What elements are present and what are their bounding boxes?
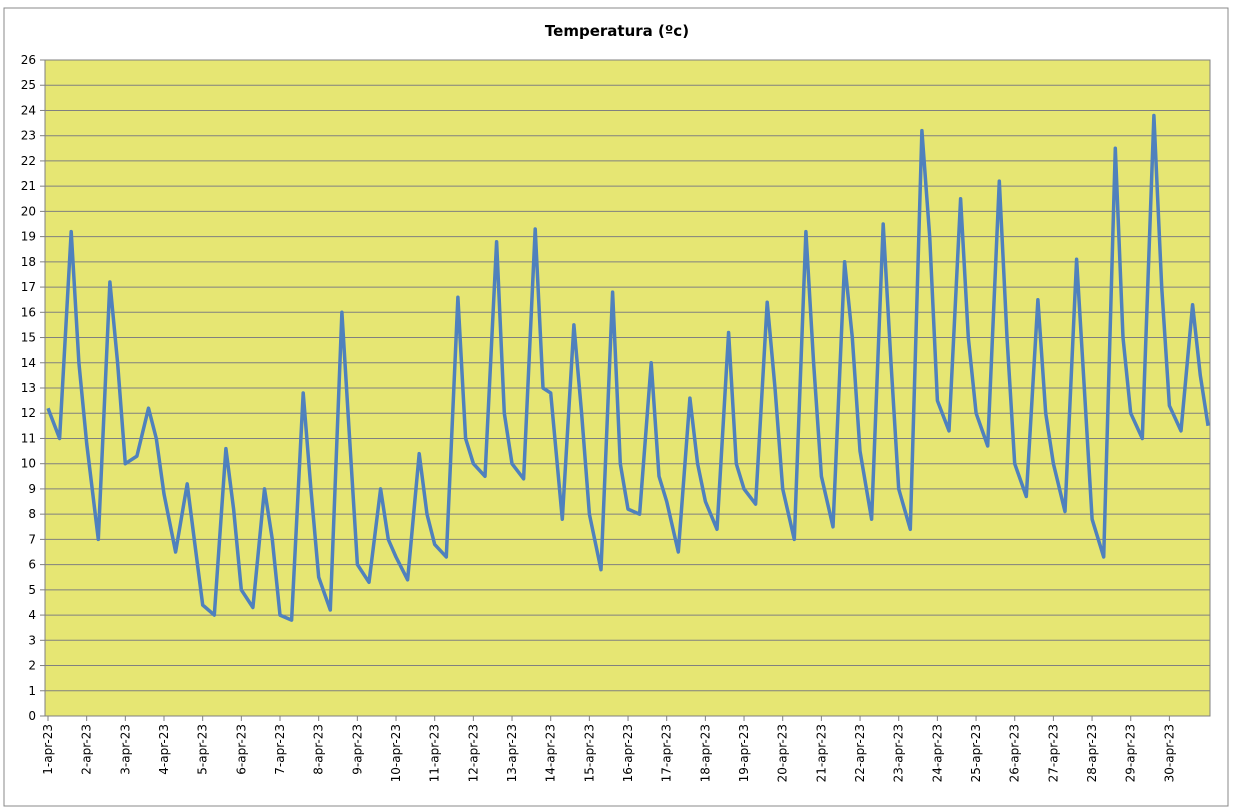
x-tick-label: 23-apr-23 (892, 724, 906, 782)
y-tick-label: 23 (21, 129, 36, 143)
y-tick-label: 24 (21, 103, 36, 117)
y-tick-label: 2 (28, 659, 36, 673)
y-tick-label: 6 (28, 558, 36, 572)
y-tick-label: 0 (28, 709, 36, 723)
x-tick-label: 3-apr-23 (118, 724, 132, 775)
x-tick-label: 14-apr-23 (544, 724, 558, 782)
x-tick-label: 8-apr-23 (312, 724, 326, 775)
y-tick-label: 10 (21, 457, 36, 471)
x-tick-label: 20-apr-23 (776, 724, 790, 782)
x-tick-label: 11-apr-23 (428, 724, 442, 782)
x-tick-label: 27-apr-23 (1046, 724, 1060, 782)
y-tick-label: 1 (28, 684, 36, 698)
x-tick-label: 26-apr-23 (1008, 724, 1022, 782)
data-line (46, 113, 1210, 622)
y-tick-label: 22 (21, 154, 36, 168)
y-tick-label: 15 (21, 331, 36, 345)
x-tick-label: 29-apr-23 (1124, 724, 1138, 782)
chart-title: Temperatura (ºc) (545, 22, 689, 40)
x-tick-label: 19-apr-23 (737, 724, 751, 782)
x-tick-label: 22-apr-23 (853, 724, 867, 782)
x-tick-label: 13-apr-23 (505, 724, 519, 782)
y-tick-label: 18 (21, 255, 36, 269)
x-tick-label: 28-apr-23 (1085, 724, 1099, 782)
x-tick-label: 16-apr-23 (621, 724, 635, 782)
y-tick-label: 16 (21, 305, 36, 319)
y-tick-label: 7 (28, 532, 36, 546)
y-tick-label: 11 (21, 431, 36, 445)
y-tick-label: 12 (21, 406, 36, 420)
x-tick-label: 7-apr-23 (273, 724, 287, 775)
x-tick-label: 30-apr-23 (1162, 724, 1176, 782)
y-tick-label: 9 (28, 482, 36, 496)
y-tick-label: 17 (21, 280, 36, 294)
y-tick-label: 26 (21, 53, 36, 67)
x-tick-label: 9-apr-23 (350, 724, 364, 775)
y-tick-label: 21 (21, 179, 36, 193)
x-tick-label: 2-apr-23 (80, 724, 94, 775)
x-tick-label: 18-apr-23 (698, 724, 712, 782)
x-tick-label: 6-apr-23 (234, 724, 248, 775)
y-tick-label: 13 (21, 381, 36, 395)
y-tick-label: 5 (28, 583, 36, 597)
x-tick-label: 1-apr-23 (41, 724, 55, 775)
x-tick-label: 4-apr-23 (157, 724, 171, 775)
x-tick-label: 21-apr-23 (814, 724, 828, 782)
x-tick-label: 10-apr-23 (389, 724, 403, 782)
y-tick-label: 19 (21, 230, 36, 244)
y-tick-label: 14 (21, 356, 36, 370)
x-tick-label: 5-apr-23 (196, 724, 210, 775)
x-tick-label: 12-apr-23 (466, 724, 480, 782)
y-tick-label: 25 (21, 78, 36, 92)
y-tick-label: 8 (28, 507, 36, 521)
x-tick-label: 25-apr-23 (969, 724, 983, 782)
x-tick-label: 24-apr-23 (930, 724, 944, 782)
y-tick-label: 20 (21, 204, 36, 218)
y-tick-label: 4 (28, 608, 36, 622)
x-tick-label: 17-apr-23 (660, 724, 674, 782)
x-tick-label: 15-apr-23 (582, 724, 596, 782)
y-tick-label: 3 (28, 633, 36, 647)
